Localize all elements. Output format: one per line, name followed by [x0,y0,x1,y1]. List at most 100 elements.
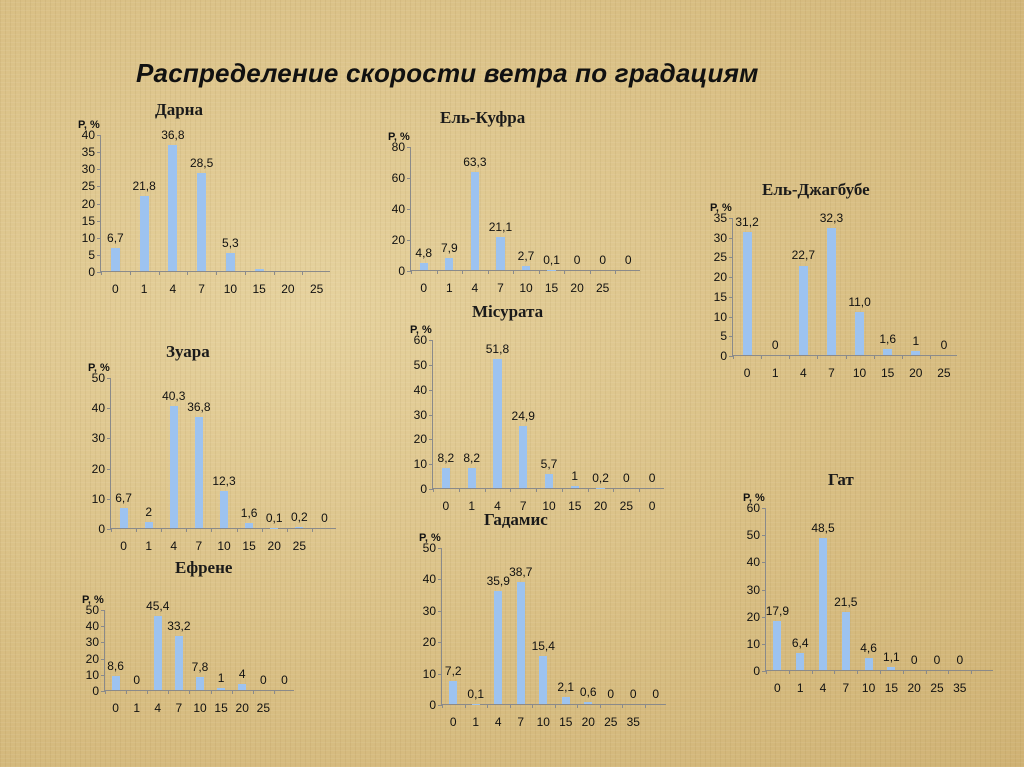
data-label: 4,8 [415,245,433,260]
y-tick-label: 30 [85,635,99,650]
data-label: 0 [281,673,288,687]
y-tick-label: 80 [391,140,405,154]
y-tick-label: 20 [91,461,105,476]
y-tick-mark [429,340,433,341]
bar [544,473,554,488]
y-tick-mark [97,237,101,239]
data-label: 1 [571,468,579,483]
y-tick-mark [97,272,101,273]
data-label: 0 [933,653,941,667]
x-tick-label: 15 [568,499,582,513]
x-tick-label: 15 [252,282,266,296]
y-tick-mark [729,296,733,298]
y-tick-label: 35 [81,145,95,160]
bar [819,538,827,670]
x-tick-label: 4 [169,282,177,296]
x-tick-label: 10 [861,681,876,695]
y-tick-label: 40 [91,401,105,416]
y-tick-label: 50 [91,371,105,385]
data-label: 28,5 [189,156,214,171]
data-label: 63,3 [463,154,487,169]
x-tick-label: 25 [930,681,944,695]
y-tick-mark [429,489,433,490]
x-tick-label: 0 [442,499,450,513]
bar [539,655,548,704]
plot-area: 0 10 20 30 40 50 0 8,6 1 0 4 45,4 7 33,2 10 7,8 15 1 20 4 25… [86,599,294,715]
x-tick-mark [436,270,438,274]
x-tick-label: 15 [559,715,573,729]
y-tick-label: 60 [413,333,427,347]
x-tick-mark [587,488,589,492]
x-tick-mark [811,670,813,674]
y-tick-label: 50 [422,541,436,555]
data-label: 35,9 [486,574,510,589]
y-tick-label: 20 [713,270,727,285]
data-label: 38,7 [509,565,533,580]
y-tick-mark [729,237,733,239]
data-label: 0,2 [290,510,308,525]
data-label: 7,8 [191,660,209,675]
x-tick-mark [216,271,217,275]
y-tick-mark [729,277,733,279]
y-tick-label: 10 [713,309,727,324]
y-tick-label: 50 [85,603,99,617]
y-tick-label: 40 [85,619,99,634]
data-label: 0 [259,673,267,687]
y-tick-label: 40 [422,572,436,587]
data-label: 1,1 [883,650,900,664]
y-tick-label: 10 [422,666,436,681]
x-tick-label: 0 [648,499,656,513]
data-label: 5,7 [540,456,558,471]
y-tick-label: 20 [81,196,95,211]
plot-area: 0 10 20 30 40 50 0 6,7 1 2 4 40,3 7 36,8 10 12,3 15 1,6 20… [92,371,336,553]
data-label: 21,1 [488,220,513,235]
x-tick-mark [554,704,556,708]
x-tick-mark [788,670,790,674]
x-tick-label: 10 [519,281,533,295]
plot-area: 0 20 40 60 80 0 4,8 1 7,9 4 63,3 7 21,1 10 2,7 15 0,1 20 0… [392,140,640,295]
data-label: 51,8 [485,342,510,357]
x-tick-mark [161,528,163,532]
y-tick-mark [101,610,105,611]
x-tick-mark [168,690,170,694]
data-label: 2 [145,504,152,519]
x-tick-mark [536,488,538,492]
bar [196,677,204,690]
x-tick-mark [252,690,254,694]
y-tick-mark [97,152,101,154]
bar [826,227,836,355]
x-tick-label: 4 [494,499,501,513]
y-axis-label: P, % [419,532,441,544]
x-tick-label: 15 [544,281,559,295]
y-tick-label: 40 [81,128,95,142]
data-label: 2,1 [557,680,575,695]
x-tick-mark [834,670,836,674]
x-tick-label: 25 [595,281,610,295]
y-axis-label: P, % [78,119,100,131]
y-tick-label: 0 [720,349,727,363]
x-tick-label: 15 [884,681,899,695]
x-tick-mark [733,355,734,359]
data-label: 22,7 [791,248,815,263]
data-label: 24,9 [511,409,535,424]
x-tick-mark [158,271,160,275]
y-tick-mark [762,643,766,645]
y-tick-mark [429,414,433,416]
x-tick-mark [577,704,578,708]
y-tick-mark [729,218,733,219]
data-label: 0 [622,471,630,485]
x-tick-mark [622,704,623,708]
x-tick-mark [111,528,112,532]
bar [419,262,428,270]
chart-title: Гадамис [484,510,548,529]
chart-title: Місурата [472,302,544,321]
y-tick-label: 30 [713,230,727,245]
y-tick-mark [438,548,442,549]
x-tick-mark [147,690,149,694]
data-label: 32,3 [819,210,844,225]
x-tick-mark [189,690,191,694]
data-label: 8,6 [107,659,124,674]
y-tick-mark [407,178,411,179]
bar [742,231,752,355]
data-label: 0 [573,253,581,267]
